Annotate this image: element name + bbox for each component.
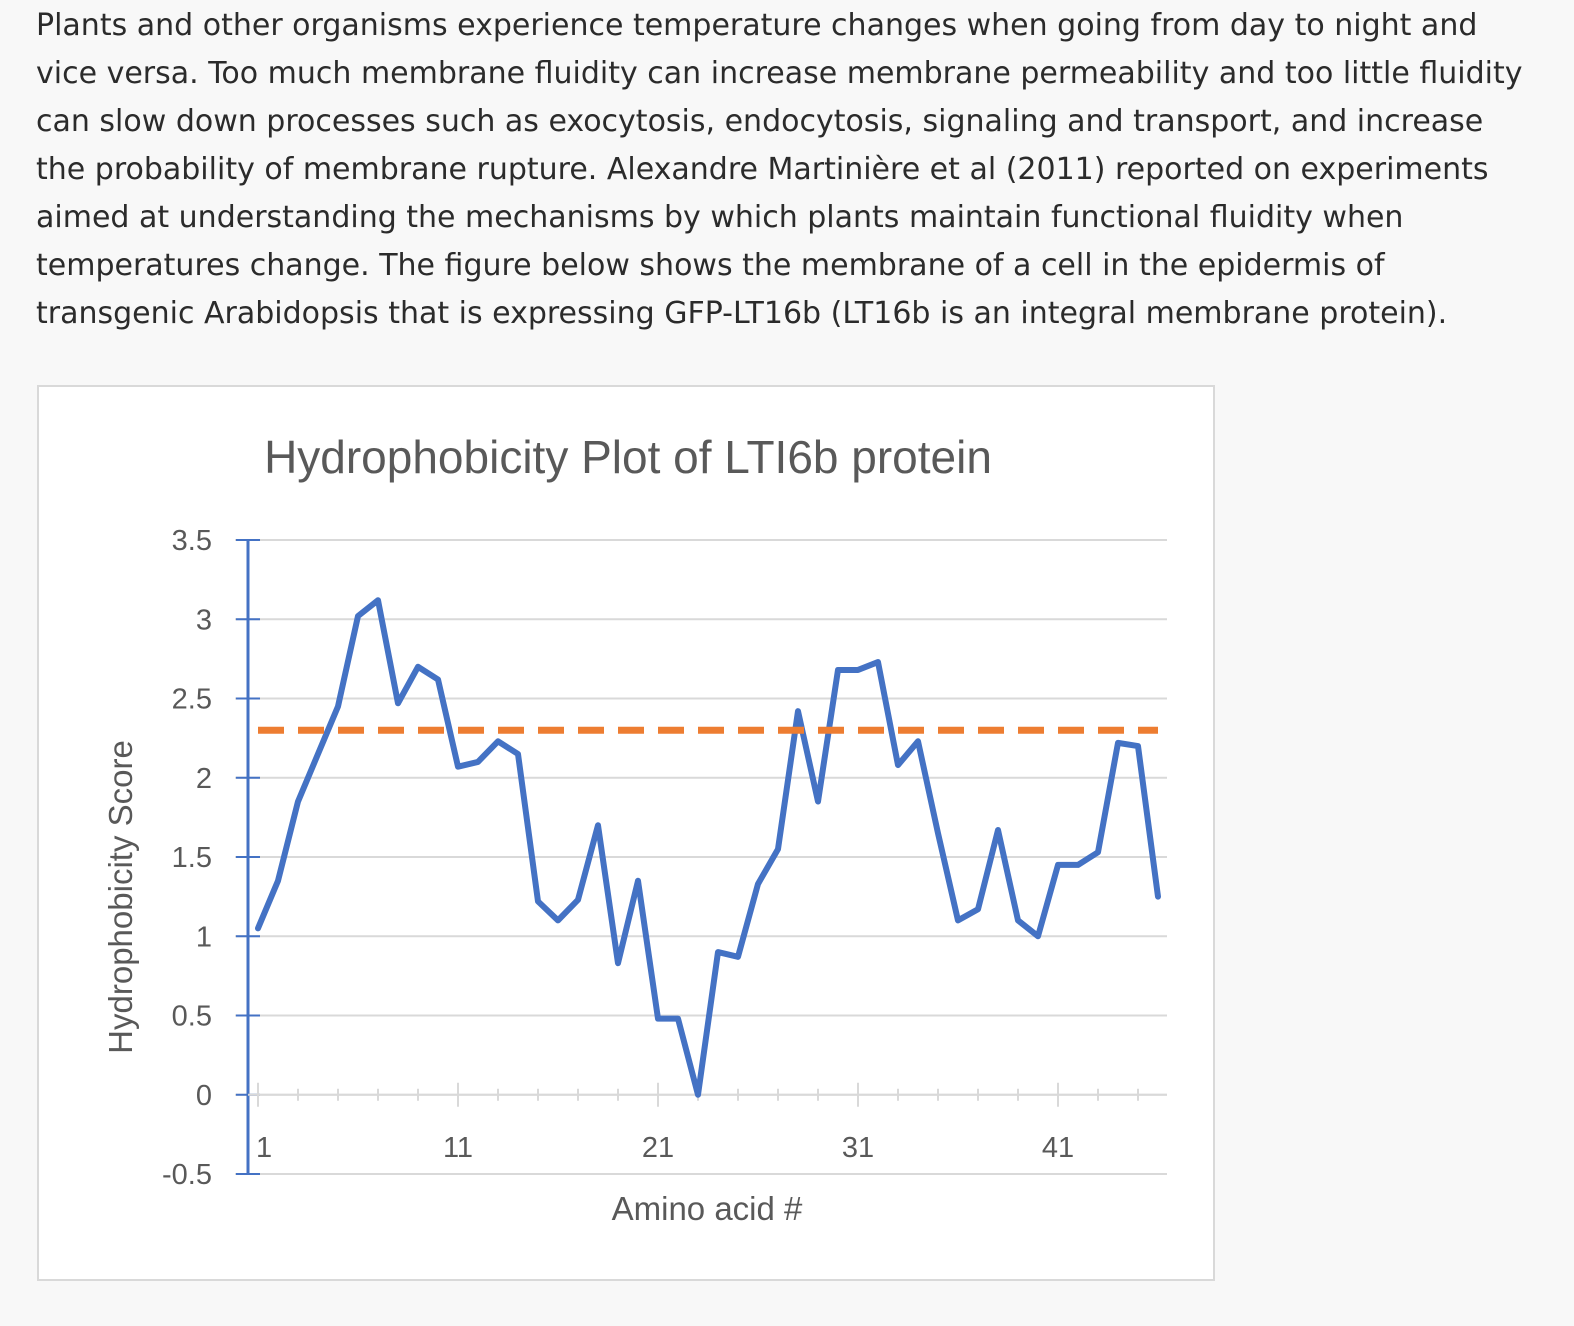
data-point <box>616 961 620 965</box>
data-point <box>996 828 1000 832</box>
data-point <box>516 752 520 756</box>
data-point <box>1076 863 1080 867</box>
x-axis: 1 11 21 31 41 <box>248 1082 1167 1164</box>
data-point <box>776 847 780 851</box>
data-point <box>536 899 540 903</box>
data-point <box>1036 934 1040 938</box>
data-point <box>496 739 500 743</box>
x-tick-label: 41 <box>1042 1132 1074 1164</box>
data-point <box>1096 850 1100 854</box>
data-point <box>416 665 420 669</box>
x-tick-label: 31 <box>842 1132 874 1164</box>
data-point <box>916 739 920 743</box>
data-point <box>456 765 460 769</box>
data-point <box>716 950 720 954</box>
y-tick-label: 2.5 <box>172 684 212 716</box>
data-point <box>676 1017 680 1021</box>
data-point <box>1116 741 1120 745</box>
x-axis-title: Amino acid # <box>612 1190 803 1227</box>
data-point <box>976 907 980 911</box>
data-point <box>736 955 740 959</box>
data-point <box>376 598 380 602</box>
data-point <box>316 752 320 756</box>
data-point <box>576 898 580 902</box>
y-tick-label: 3 <box>196 604 212 636</box>
data-point <box>896 763 900 767</box>
y-tick-label: 0 <box>196 1080 212 1112</box>
x-tick-label: 1 <box>256 1132 272 1164</box>
data-point <box>816 800 820 804</box>
data-point <box>356 614 360 618</box>
y-axis: 3.5 3 2.5 2 1.5 1 0.5 0 -0.5 <box>162 525 260 1191</box>
intro-paragraph: Plants and other organisms experience te… <box>36 8 1523 331</box>
data-point <box>876 660 880 664</box>
data-point <box>796 709 800 713</box>
y-tick-label: 3.5 <box>172 525 212 557</box>
series-group <box>255 597 1161 1098</box>
data-point <box>596 823 600 827</box>
chart-figure: Hydrophobicity Plot of LTI6b protein 3.5… <box>37 385 1215 1281</box>
data-point <box>636 879 640 883</box>
y-axis-title: Hydrophobicity Score <box>102 740 139 1054</box>
data-point <box>756 882 760 886</box>
data-point <box>856 668 860 672</box>
x-tick-label: 11 <box>443 1132 473 1164</box>
data-point <box>256 926 260 930</box>
data-point <box>696 1093 700 1097</box>
data-point <box>836 668 840 672</box>
data-point <box>336 704 340 708</box>
hydrophobicity-line <box>255 597 1161 1098</box>
y-tick-label: 1 <box>196 921 212 953</box>
data-point <box>956 918 960 922</box>
data-point <box>476 760 480 764</box>
data-point <box>296 800 300 804</box>
data-point <box>1016 918 1020 922</box>
y-tick-label: 2 <box>196 763 212 795</box>
data-point <box>396 701 400 705</box>
hydrophobicity-chart: Hydrophobicity Plot of LTI6b protein 3.5… <box>102 431 1167 1227</box>
y-tick-label: 0.5 <box>172 1001 212 1033</box>
chart-title: Hydrophobicity Plot of LTI6b protein <box>264 431 992 483</box>
data-point <box>276 879 280 883</box>
data-point <box>656 1017 660 1021</box>
data-point <box>436 677 440 681</box>
y-tick-label: -0.5 <box>162 1159 212 1191</box>
data-point <box>556 918 560 922</box>
x-tick-label: 21 <box>642 1132 674 1164</box>
data-point <box>1136 744 1140 748</box>
data-point <box>936 831 940 835</box>
data-point <box>1056 863 1060 867</box>
y-tick-label: 1.5 <box>172 842 212 874</box>
data-point <box>1156 895 1160 899</box>
gridlines <box>235 539 1167 1175</box>
